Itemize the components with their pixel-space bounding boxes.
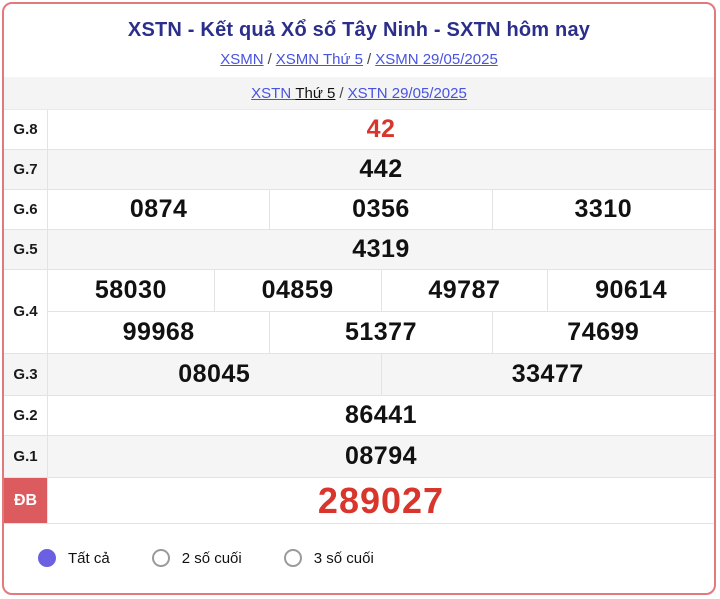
filter-option-last2[interactable]: 2 số cuối <box>151 549 242 567</box>
prize-label-g1: G.1 <box>4 436 48 477</box>
prize-label-g7: G.7 <box>4 150 48 189</box>
breadcrumb-separator: / <box>367 51 372 68</box>
filter-options: Tất cả 2 số cuối 3 số cuối <box>4 538 714 578</box>
prize-label-g4: G.4 <box>4 270 48 353</box>
radio-unselected-icon[interactable] <box>151 549 170 567</box>
breadcrumb-link-xsmn-thu5[interactable]: XSMN Thứ 5 <box>275 51 364 68</box>
results-table: G.8 42 G.7 442 G.6 0874 0356 3310 G.5 43… <box>4 110 714 524</box>
prize-number-g6-3: 3310 <box>491 190 714 229</box>
prize-row-g3: G.3 08045 33477 <box>4 354 714 396</box>
prize-label-g5: G.5 <box>4 230 48 269</box>
prize-number-g3-2: 33477 <box>380 354 715 395</box>
prize-number-g4-1: 58030 <box>94 276 167 304</box>
breadcrumb-separator: / <box>267 51 272 68</box>
prize-number-g6-2: 0356 <box>269 190 491 229</box>
breadcrumb-text-thu5: Thứ 5 <box>295 84 336 102</box>
prize-label-g3: G.3 <box>4 354 48 395</box>
prize-number-g8: 42 <box>366 115 396 143</box>
prize-label-g6: G.6 <box>4 190 48 229</box>
prize-number-g4-5: 99968 <box>122 318 195 346</box>
filter-option-last3[interactable]: 3 số cuối <box>283 549 374 567</box>
breadcrumb-link-xsmn-date[interactable]: XSMN 29/05/2025 <box>375 51 498 68</box>
prize-row-db: ĐB 289027 <box>4 478 714 524</box>
breadcrumb-separator: / <box>339 84 344 102</box>
prize-row-g2: G.2 86441 <box>4 396 714 436</box>
prize-row-g4: G.4 58030 04859 49787 90614 99968 51377 … <box>4 270 714 354</box>
breadcrumb-link-xstn[interactable]: XSTN Thứ 5 <box>251 84 336 102</box>
sub-breadcrumb-bar: XSTN Thứ 5/XSTN 29/05/2025 <box>4 77 714 110</box>
prize-number-g4-6: 51377 <box>269 312 491 353</box>
prize-row-g5: G.5 4319 <box>4 230 714 270</box>
filter-option-label: 2 số cuối <box>181 549 242 567</box>
prize-row-g1: G.1 08794 <box>4 436 714 478</box>
prize-label-g8: G.8 <box>4 110 48 149</box>
prize-row-g7: G.7 442 <box>4 150 714 190</box>
radio-unselected-icon[interactable] <box>283 549 302 567</box>
prize-number-g4-4: 90614 <box>547 270 714 311</box>
breadcrumb-link-xsmn[interactable]: XSMN <box>220 51 264 68</box>
prize-row-g8: G.8 42 <box>4 110 714 150</box>
prize-number-g7: 442 <box>359 155 403 183</box>
prize-number-g6-1: 0874 <box>129 195 188 223</box>
prize-number-g5: 4319 <box>352 235 410 263</box>
filter-option-all[interactable]: Tất cả <box>38 549 110 567</box>
prize-label-db: ĐB <box>4 478 48 523</box>
page-title: XSTN - Kết quả Xổ số Tây Ninh - SXTN hôm… <box>127 19 591 41</box>
prize-number-g2: 86441 <box>344 401 418 429</box>
filter-option-label: Tất cả <box>68 549 110 567</box>
prize-number-g3-1: 08045 <box>178 360 251 388</box>
filter-option-label: 3 số cuối <box>313 549 374 567</box>
prize-number-g4-3: 49787 <box>380 270 548 311</box>
prize-number-g4-2: 04859 <box>213 270 381 311</box>
prize-label-g2: G.2 <box>4 396 48 435</box>
prize-number-g4-7: 74699 <box>491 312 714 353</box>
prize-row-g6: G.6 0874 0356 3310 <box>4 190 714 230</box>
radio-selected-icon[interactable] <box>38 549 56 567</box>
prize-number-g1: 08794 <box>344 442 418 470</box>
breadcrumb-link-xstn-date[interactable]: XSTN 29/05/2025 <box>347 84 467 102</box>
breadcrumb: XSMN / XSMN Thứ 5/XSMN 29/05/2025 <box>4 51 714 68</box>
prize-number-db: 289027 <box>317 479 445 521</box>
